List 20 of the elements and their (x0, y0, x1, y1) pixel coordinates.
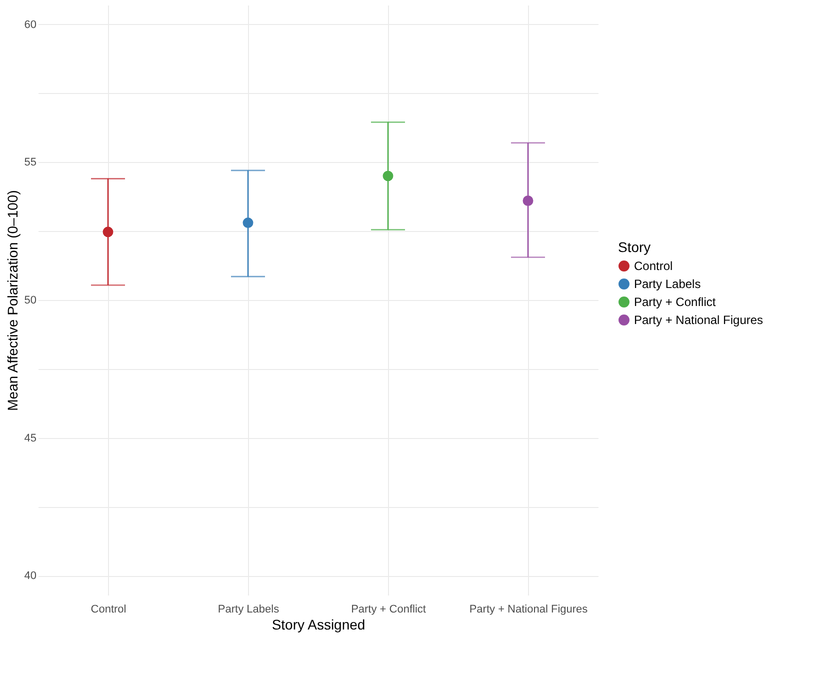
y-tick-label: 50 (24, 294, 36, 306)
legend-label: Control (634, 259, 673, 273)
x-tick-label: Control (90, 604, 126, 616)
legend-label: Party + Conflict (634, 295, 716, 309)
y-axis-title: Mean Affective Polarization (0–100) (4, 190, 20, 411)
point (522, 196, 534, 206)
y-tick-label: 60 (24, 18, 36, 31)
y-tick-label: 55 (24, 156, 36, 169)
point (242, 218, 254, 228)
point (102, 226, 114, 238)
legend-title: Story (618, 239, 651, 255)
x-axis-title: Story Assigned (272, 616, 366, 632)
x-tick-label: Party Labels (218, 604, 280, 616)
legend-label: Party + National Figures (634, 313, 764, 327)
y-tick-label: 40 (24, 570, 36, 582)
legend-label: Party Labels (634, 277, 701, 291)
x-tick-label: Party + Conflict (351, 604, 426, 616)
x-tick-label: Party + National Figures (469, 604, 588, 616)
y-tick-label: 45 (24, 432, 36, 444)
point (382, 170, 394, 182)
